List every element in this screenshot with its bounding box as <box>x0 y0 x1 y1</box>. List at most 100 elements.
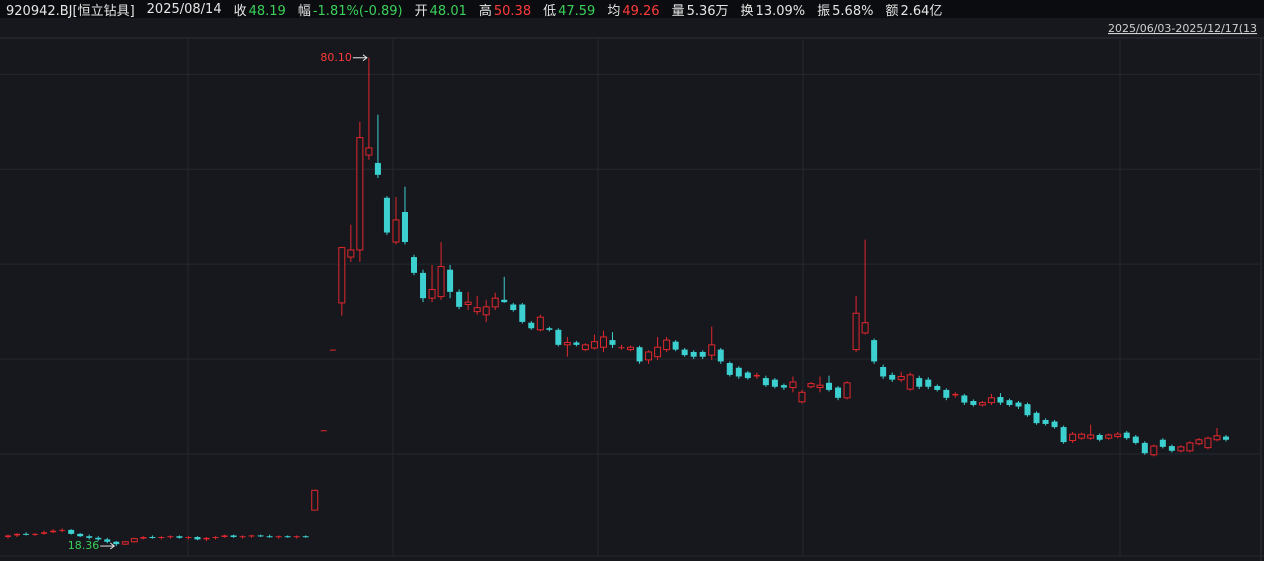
candle-body <box>789 381 797 389</box>
candle-body <box>158 537 165 539</box>
candle-body <box>1078 433 1086 439</box>
date-range[interactable]: 2025/06/03-2025/12/17(13 <box>1108 22 1257 35</box>
field-label: 量 <box>671 3 685 19</box>
candle-body <box>1114 433 1122 438</box>
candle-body <box>176 536 183 538</box>
quote-field: 均 49.26 <box>607 0 659 19</box>
candle-body <box>140 537 147 539</box>
candle-body <box>95 537 102 540</box>
field-label: 幅 <box>297 3 311 19</box>
candle-body <box>510 304 517 311</box>
candle-body <box>437 266 445 298</box>
candle-body <box>744 372 751 379</box>
candle-body <box>753 374 760 377</box>
field-value: 2.64亿 <box>900 3 943 19</box>
field-label: 收 <box>233 3 247 19</box>
extreme-arrowhead <box>109 542 116 550</box>
candle-body <box>248 535 255 537</box>
candle-body <box>528 322 535 329</box>
candle-body <box>420 272 427 299</box>
candle-body <box>86 536 93 538</box>
candle-body <box>464 301 472 306</box>
candle-body <box>1141 442 1148 454</box>
candle-body <box>618 347 625 349</box>
candle-body <box>843 382 851 399</box>
candle-body <box>1186 442 1194 452</box>
candle-body <box>41 532 48 534</box>
candle-body <box>826 382 833 390</box>
candle-body <box>555 329 562 345</box>
candle-body <box>1150 445 1158 456</box>
candle-body <box>654 346 662 358</box>
candle-body <box>121 541 129 545</box>
candle-body <box>456 291 463 307</box>
candle-body <box>293 536 300 538</box>
candle-body <box>329 349 336 351</box>
field-label: 均 <box>607 3 621 19</box>
candle-body <box>77 533 84 537</box>
candle-body <box>943 389 950 398</box>
candle-body <box>961 395 968 403</box>
candle-body <box>925 379 932 387</box>
candle-body <box>852 312 860 351</box>
field-label: 高 <box>478 3 492 19</box>
field-value: 50.38 <box>493 3 532 19</box>
field-label: 振 <box>817 3 831 19</box>
field-value: 48.19 <box>248 3 286 19</box>
candle-body <box>952 393 959 396</box>
field-value: 47.59 <box>558 3 596 19</box>
candle-body <box>32 533 39 535</box>
candle-body <box>203 537 210 540</box>
candle-body <box>1177 446 1185 452</box>
stock-code: 920942.BJ[恒立钻具] <box>6 3 135 19</box>
candle-body <box>1123 432 1130 439</box>
candle-body <box>257 535 264 537</box>
candle-body <box>501 299 508 303</box>
candle-body <box>1168 446 1175 451</box>
candle-body <box>338 247 346 304</box>
candle-body <box>185 537 192 539</box>
candle-body <box>1195 439 1203 445</box>
quote-field: 幅 -1.81%(-0.89) <box>297 0 403 19</box>
field-label: 换 <box>740 3 754 19</box>
candle-body <box>987 397 995 404</box>
quote-field: 振 5.68% <box>817 0 873 19</box>
candle-body <box>672 341 679 350</box>
candle-body <box>1132 436 1139 443</box>
candle-body <box>590 341 598 349</box>
candle-body <box>519 304 526 322</box>
candle-body <box>717 349 724 362</box>
field-label: 低 <box>543 3 557 19</box>
candle-body <box>239 536 246 538</box>
candle-body <box>978 402 986 406</box>
candle-body <box>1042 419 1049 424</box>
extreme-arrowhead <box>362 54 368 62</box>
extreme-label: 18.36 <box>68 539 100 552</box>
candle-body <box>690 351 697 357</box>
quote-field: 换 13.09% <box>740 0 806 19</box>
candle-body <box>1087 434 1095 439</box>
candle-body <box>906 374 914 390</box>
candle-body <box>320 430 327 432</box>
candle-body <box>681 349 688 356</box>
extreme-label: 80.10 <box>320 51 352 64</box>
candle-body <box>1213 435 1221 441</box>
candle-body <box>221 535 228 538</box>
candle-body <box>356 137 364 251</box>
candle-body <box>311 489 319 511</box>
candle-body <box>473 307 481 313</box>
candle-body <box>663 339 671 351</box>
candle-body <box>609 340 616 345</box>
candle-body <box>447 269 454 292</box>
candle-body <box>889 374 896 380</box>
candle-body <box>149 537 156 539</box>
quote-field: 开 48.01 <box>415 0 467 19</box>
candle-body <box>880 366 887 377</box>
candle-body <box>275 536 282 538</box>
candle-body <box>897 375 905 381</box>
candle-body <box>365 147 373 156</box>
candle-body <box>735 367 742 377</box>
